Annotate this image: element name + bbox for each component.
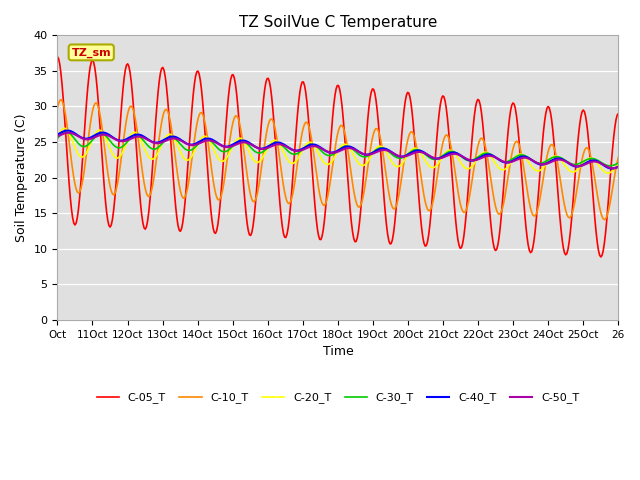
C-40_T [396, 154, 403, 159]
C-30_T [369, 150, 376, 156]
C-05_T [563, 251, 571, 256]
C-40_T [467, 158, 475, 164]
C-05_T [54, 54, 61, 60]
C-40_T [564, 160, 572, 166]
C-20_T [61, 125, 68, 131]
Line: C-50_T: C-50_T [58, 133, 618, 168]
C-50_T [229, 143, 237, 149]
Text: TZ_sm: TZ_sm [72, 47, 111, 58]
C-20_T [229, 143, 237, 148]
C-40_T [291, 148, 299, 154]
Line: C-40_T: C-40_T [58, 131, 618, 168]
Legend: C-05_T, C-10_T, C-20_T, C-30_T, C-40_T, C-50_T: C-05_T, C-10_T, C-20_T, C-30_T, C-40_T, … [92, 388, 584, 408]
C-30_T [606, 163, 614, 168]
C-30_T [396, 155, 403, 161]
Line: C-20_T: C-20_T [58, 128, 618, 173]
C-30_T [54, 136, 61, 142]
C-30_T [291, 151, 299, 157]
Line: C-05_T: C-05_T [58, 57, 618, 257]
C-20_T [54, 135, 61, 141]
Y-axis label: Soil Temperature (C): Soil Temperature (C) [15, 113, 28, 242]
C-30_T [229, 143, 237, 149]
C-40_T [229, 142, 237, 147]
C-05_T [394, 180, 402, 185]
C-05_T [466, 167, 474, 173]
Line: C-30_T: C-30_T [58, 132, 618, 166]
X-axis label: Time: Time [323, 345, 353, 358]
C-30_T [62, 129, 70, 135]
C-10_T [600, 217, 608, 223]
C-20_T [396, 163, 403, 169]
C-10_T [564, 214, 572, 220]
C-05_T [228, 72, 236, 78]
C-50_T [564, 160, 572, 166]
C-10_T [57, 97, 65, 103]
C-10_T [396, 190, 403, 195]
C-50_T [396, 153, 403, 159]
C-40_T [64, 128, 72, 133]
C-50_T [64, 130, 72, 136]
C-50_T [609, 165, 616, 171]
Title: TZ SoilVue C Temperature: TZ SoilVue C Temperature [239, 15, 437, 30]
C-20_T [614, 162, 622, 168]
C-05_T [614, 111, 622, 117]
C-40_T [614, 164, 622, 169]
C-05_T [290, 158, 298, 164]
C-20_T [467, 165, 475, 170]
C-50_T [291, 148, 299, 154]
C-40_T [607, 166, 615, 171]
C-10_T [614, 155, 622, 160]
C-20_T [564, 167, 572, 172]
C-50_T [467, 157, 475, 163]
C-10_T [229, 119, 237, 125]
C-20_T [291, 159, 299, 165]
C-40_T [369, 150, 376, 156]
C-50_T [614, 164, 622, 170]
C-50_T [369, 151, 376, 156]
Line: C-10_T: C-10_T [58, 100, 618, 220]
C-30_T [564, 159, 572, 165]
C-10_T [54, 105, 61, 111]
C-10_T [467, 186, 475, 192]
C-40_T [54, 132, 61, 137]
C-20_T [369, 151, 376, 156]
C-10_T [369, 135, 376, 141]
C-50_T [54, 133, 61, 139]
C-05_T [367, 89, 375, 95]
C-05_T [597, 254, 605, 260]
C-30_T [614, 160, 622, 166]
C-20_T [604, 170, 612, 176]
C-10_T [291, 177, 299, 183]
C-30_T [467, 158, 475, 164]
